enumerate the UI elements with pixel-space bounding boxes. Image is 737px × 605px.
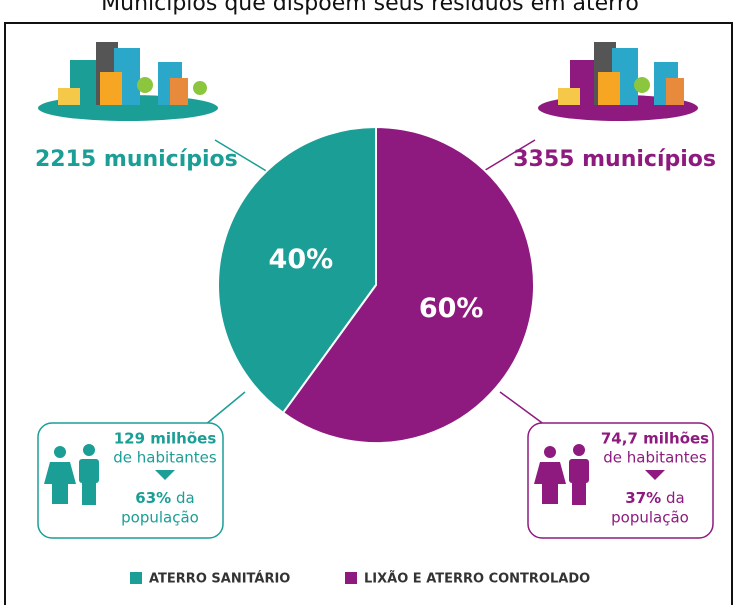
legend: ATERRO SANITÁRIO LIXÃO E ATERRO CONTROLAD… [130, 571, 590, 587]
pie-slice [217, 125, 377, 415]
city-icon-left [38, 42, 218, 121]
value-label: 40% [269, 244, 334, 275]
legend-swatch [345, 572, 357, 584]
habitantes-suffix: de habitantes [113, 449, 217, 467]
connector [499, 391, 546, 426]
legend-swatch [130, 572, 142, 584]
pie-slice [281, 125, 535, 444]
share-suffix: da [176, 489, 195, 507]
share-line: 63% da [135, 489, 194, 507]
pie: 40% 60% [217, 125, 535, 444]
population-box-left: 129 milhões de habitantes 63% da populaç… [37, 422, 224, 539]
municipios-label: 3355 municípios [513, 147, 716, 172]
population: população [121, 509, 199, 527]
value-label: 60% [419, 293, 484, 324]
municipios-label: 2215 municípios [35, 147, 238, 172]
habitantes: 74,7 milhões [601, 430, 709, 448]
share: 63% [135, 489, 171, 507]
habitantes: 129 milhões [114, 430, 217, 448]
habitantes-suffix: de habitantes [603, 449, 707, 467]
city-icon-right [538, 42, 698, 121]
frame [4, 22, 733, 605]
connector [481, 139, 536, 173]
connector [204, 391, 246, 426]
chart-title: Municípios que dispõem seus resíduos em … [101, 0, 639, 16]
population: população [611, 509, 689, 527]
legend-label: LIXÃO E ATERRO CONTROLADO [364, 571, 590, 587]
share: 37% [625, 489, 661, 507]
share-suffix: da [666, 489, 685, 507]
population-box-right: 74,7 milhões de habitantes 37% da popula… [527, 422, 714, 539]
share-line: 37% da [625, 489, 684, 507]
legend-label: ATERRO SANITÁRIO [149, 571, 290, 587]
connector [214, 139, 269, 173]
